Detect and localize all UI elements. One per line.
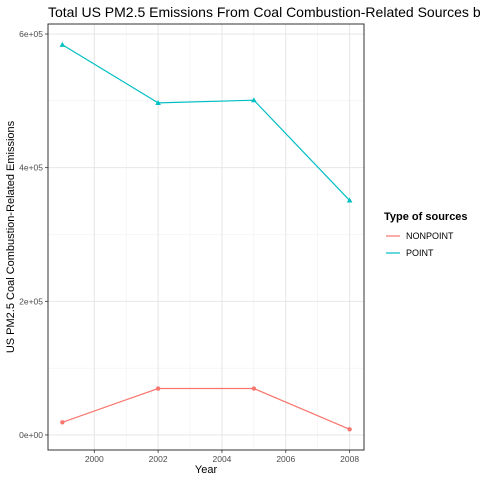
data-point-nonpoint — [60, 420, 65, 425]
plot-border — [47, 23, 365, 451]
series-line-point — [62, 44, 351, 201]
x-tick-label: 2000 — [85, 454, 104, 464]
x-tick-label: 2006 — [276, 454, 295, 464]
data-point-nonpoint — [155, 386, 161, 391]
data-point-point — [251, 97, 257, 103]
x-axis: 2000 2002 2004 2006 2008 — [85, 450, 359, 464]
plot-panel — [48, 24, 364, 450]
data-point-nonpoint — [251, 386, 257, 391]
y-tick-label: 4e+05 — [19, 163, 43, 173]
major-grid — [48, 24, 364, 450]
legend-label-nonpoint: NONPOINT — [406, 231, 454, 241]
x-tick-label: 2008 — [340, 454, 359, 464]
data-point-nonpoint — [347, 427, 352, 432]
data-point-point — [59, 41, 66, 47]
chart-title: Total US PM2.5 Emissions From Coal Combu… — [48, 4, 480, 20]
data-point-point — [155, 100, 161, 105]
series-line-nonpoint — [62, 387, 350, 430]
y-axis-title: US PM2.5 Coal Combustion-Related Emissio… — [5, 120, 17, 353]
legend-title: Type of sources — [384, 211, 468, 223]
y-tick-label: 6e+05 — [19, 29, 43, 39]
minor-grid — [48, 24, 364, 450]
series-layer — [59, 41, 353, 432]
y-axis: 0e+00 2e+05 4e+05 6e+05 — [19, 29, 48, 440]
x-tick-label: 2004 — [212, 454, 231, 464]
x-axis-title: Year — [195, 464, 218, 476]
data-point-point — [346, 197, 353, 203]
x-tick-label: 2002 — [149, 454, 168, 464]
y-tick-label: 2e+05 — [19, 296, 43, 306]
legend-label-point: POINT — [406, 248, 434, 258]
y-tick-label: 0e+00 — [19, 430, 43, 440]
legend: Type of sources NONPOINT POINT — [384, 211, 468, 258]
